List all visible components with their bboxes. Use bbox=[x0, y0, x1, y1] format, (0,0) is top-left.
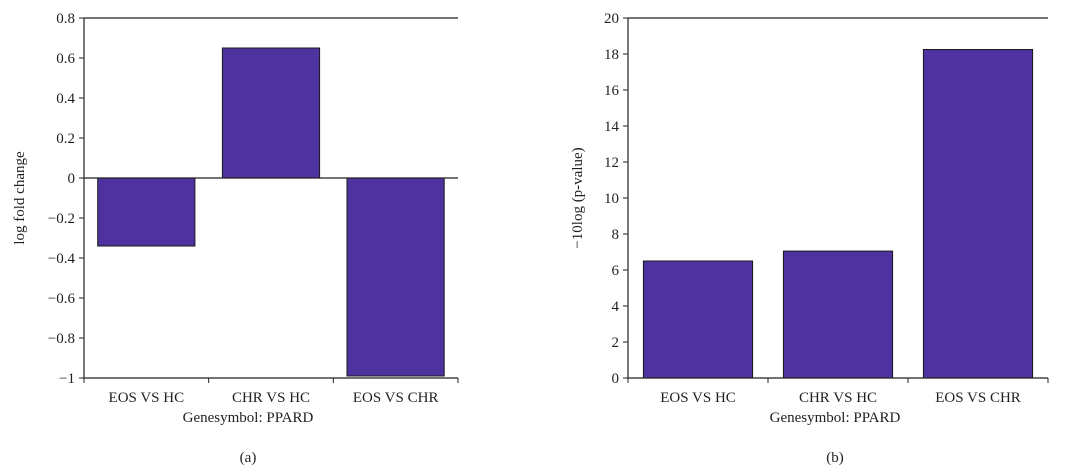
y-axis-label: log fold change bbox=[12, 151, 28, 245]
y-tick-label: 0.6 bbox=[56, 51, 75, 67]
y-tick-label: 0.8 bbox=[56, 11, 75, 27]
x-tick-label: EOS VS HC bbox=[109, 390, 185, 406]
x-tick-label: CHR VS HC bbox=[799, 390, 877, 406]
x-tick-label: EOS VS HC bbox=[660, 390, 736, 406]
y-tick-label: 0.2 bbox=[56, 131, 75, 147]
bar-1 bbox=[97, 177, 196, 247]
panel-label: (a) bbox=[240, 450, 257, 466]
x-axis-label: Genesymbol: PPARD bbox=[183, 410, 314, 426]
x-tick-label: EOS VS CHR bbox=[353, 390, 439, 406]
bar-3 bbox=[346, 177, 445, 377]
y-tick-label: 0 bbox=[612, 371, 620, 387]
bar-3 bbox=[922, 49, 1034, 379]
bar-2 bbox=[782, 250, 894, 379]
y-tick-label: 0.4 bbox=[56, 91, 75, 107]
y-tick-label: 14 bbox=[604, 119, 620, 135]
y-tick-label: 2 bbox=[612, 335, 620, 351]
y-tick-label: −1 bbox=[59, 371, 75, 387]
y-tick-label: 10 bbox=[604, 191, 619, 207]
y-tick-label: 16 bbox=[604, 83, 620, 99]
x-axis-label: Genesymbol: PPARD bbox=[770, 410, 901, 426]
y-tick-label: −0.4 bbox=[48, 251, 76, 267]
y-tick-label: 12 bbox=[604, 155, 619, 171]
y-tick-label: 4 bbox=[612, 299, 620, 315]
y-tick-label: 8 bbox=[612, 227, 620, 243]
y-tick-label: −0.6 bbox=[48, 291, 76, 307]
chart-panel-a: 0.8 0.6 0.4 0.2 0 −0.2 −0.4 −0.6 −0.8 −1 EOS VS HC… bbox=[12, 11, 459, 466]
bar-1 bbox=[642, 260, 754, 379]
y-tick-label: 0 bbox=[68, 171, 76, 187]
y-tick-label: −0.8 bbox=[48, 331, 75, 347]
x-tick-label: EOS VS CHR bbox=[935, 390, 1021, 406]
y-axis-label: −10log (p-value) bbox=[570, 147, 586, 248]
y-tick-label: 20 bbox=[604, 11, 619, 27]
x-tick-label: CHR VS HC bbox=[232, 390, 310, 406]
y-tick-label: 6 bbox=[612, 263, 620, 279]
bar-2 bbox=[221, 47, 321, 179]
panel-label: (b) bbox=[826, 450, 844, 466]
y-tick-label: −0.2 bbox=[48, 211, 75, 227]
y-tick-label: 18 bbox=[604, 47, 619, 63]
